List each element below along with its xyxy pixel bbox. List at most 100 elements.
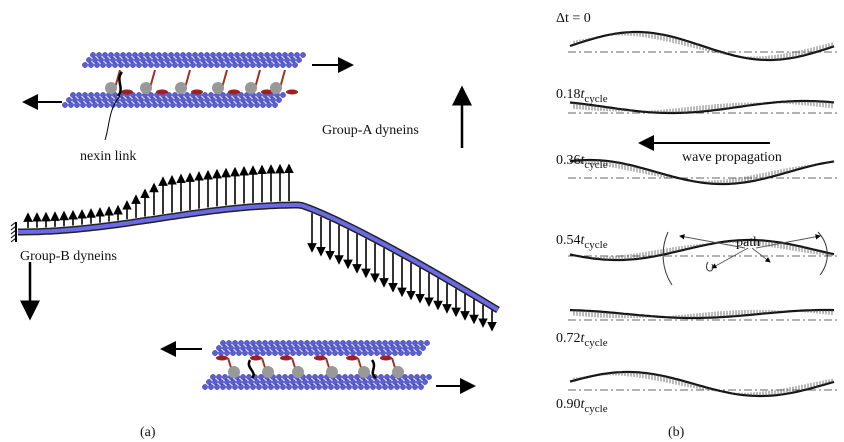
tubulin [362, 379, 367, 384]
tubulin [252, 345, 257, 350]
tubulin [364, 340, 369, 345]
tubulin [218, 57, 223, 62]
tubulin [370, 384, 375, 389]
tubulin [220, 92, 225, 97]
tubulin [232, 62, 237, 67]
tubulin [270, 97, 275, 102]
tubulin [364, 384, 369, 389]
tubulin [260, 379, 265, 384]
tubulin [146, 102, 151, 107]
tubulin [152, 102, 157, 107]
tubulin [288, 52, 293, 57]
tubulin [162, 97, 167, 102]
tubulin [208, 92, 213, 97]
tubulin [72, 97, 77, 102]
trace [663, 232, 672, 285]
tubulin [160, 62, 165, 67]
tubulin [260, 350, 265, 355]
tubulin [290, 57, 295, 62]
tubulin [258, 345, 263, 350]
dynein-foot [314, 356, 326, 361]
dynein-foot [250, 356, 262, 361]
tubulin [408, 345, 413, 350]
tubulin [198, 52, 203, 57]
tubulin [252, 52, 257, 57]
tubulin [296, 379, 301, 384]
tubulin [228, 345, 233, 350]
tubulin [398, 379, 403, 384]
tubulin [282, 374, 287, 379]
tubulin [328, 340, 333, 345]
tubulin [346, 340, 351, 345]
tubulin [380, 379, 385, 384]
tubulin [210, 52, 215, 57]
tubulin [196, 62, 201, 67]
tubulin [384, 345, 389, 350]
tubulin [332, 379, 337, 384]
tubulin [388, 340, 393, 345]
tubulin [172, 92, 177, 97]
tubulin [298, 340, 303, 345]
tubulin [280, 92, 285, 97]
tubulin [340, 340, 345, 345]
tubulin [262, 62, 267, 67]
tubulin [208, 62, 213, 67]
tubulin [258, 374, 263, 379]
tubulin [226, 62, 231, 67]
tubulin [344, 350, 349, 355]
tubulin [374, 379, 379, 384]
tubulin [218, 350, 223, 355]
tubulin [328, 384, 333, 389]
tubulin [216, 97, 221, 102]
tubulin [122, 57, 127, 62]
tubulin [262, 340, 267, 345]
tubulin [398, 350, 403, 355]
tubulin [346, 384, 351, 389]
tubulin [114, 52, 119, 57]
tubulin [108, 97, 113, 102]
frame-sub: cycle [584, 337, 607, 349]
tubulin [288, 374, 293, 379]
dynein-foot [216, 356, 228, 361]
tubulin [330, 345, 335, 350]
tubulin [338, 379, 343, 384]
dynein-foot [121, 90, 133, 95]
tubulin [268, 384, 273, 389]
tubulin [242, 57, 247, 62]
tubulin [206, 57, 211, 62]
dynein-head [262, 366, 274, 378]
tubulin [302, 350, 307, 355]
tubulin [258, 97, 263, 102]
tubulin [104, 102, 109, 107]
tubulin [318, 374, 323, 379]
tubulin [266, 57, 271, 62]
tubulin [136, 62, 141, 67]
tubulin [236, 102, 241, 107]
wave [570, 32, 834, 60]
tubulin [204, 52, 209, 57]
tubulin [102, 52, 107, 57]
tubulin [192, 52, 197, 57]
tubulin [230, 57, 235, 62]
tubulin [410, 379, 415, 384]
tubulin [182, 102, 187, 107]
tubulin [294, 345, 299, 350]
tubulin [248, 57, 253, 62]
tubulin [250, 340, 255, 345]
tubulin [94, 92, 99, 97]
tubulin [246, 97, 251, 102]
tubulin [300, 345, 305, 350]
tubulin [84, 97, 89, 102]
tubulin [104, 57, 109, 62]
tubulin [96, 97, 101, 102]
tubulin [158, 102, 163, 107]
tubulin [138, 97, 143, 102]
tubulin [246, 374, 251, 379]
tubulin [220, 62, 225, 67]
tubulin [130, 62, 135, 67]
frame-label: Δt = 0 [556, 11, 591, 26]
tubulin [88, 62, 93, 67]
caption-a: (a) [140, 425, 156, 440]
tubulin [140, 102, 145, 107]
tubulin [218, 379, 223, 384]
